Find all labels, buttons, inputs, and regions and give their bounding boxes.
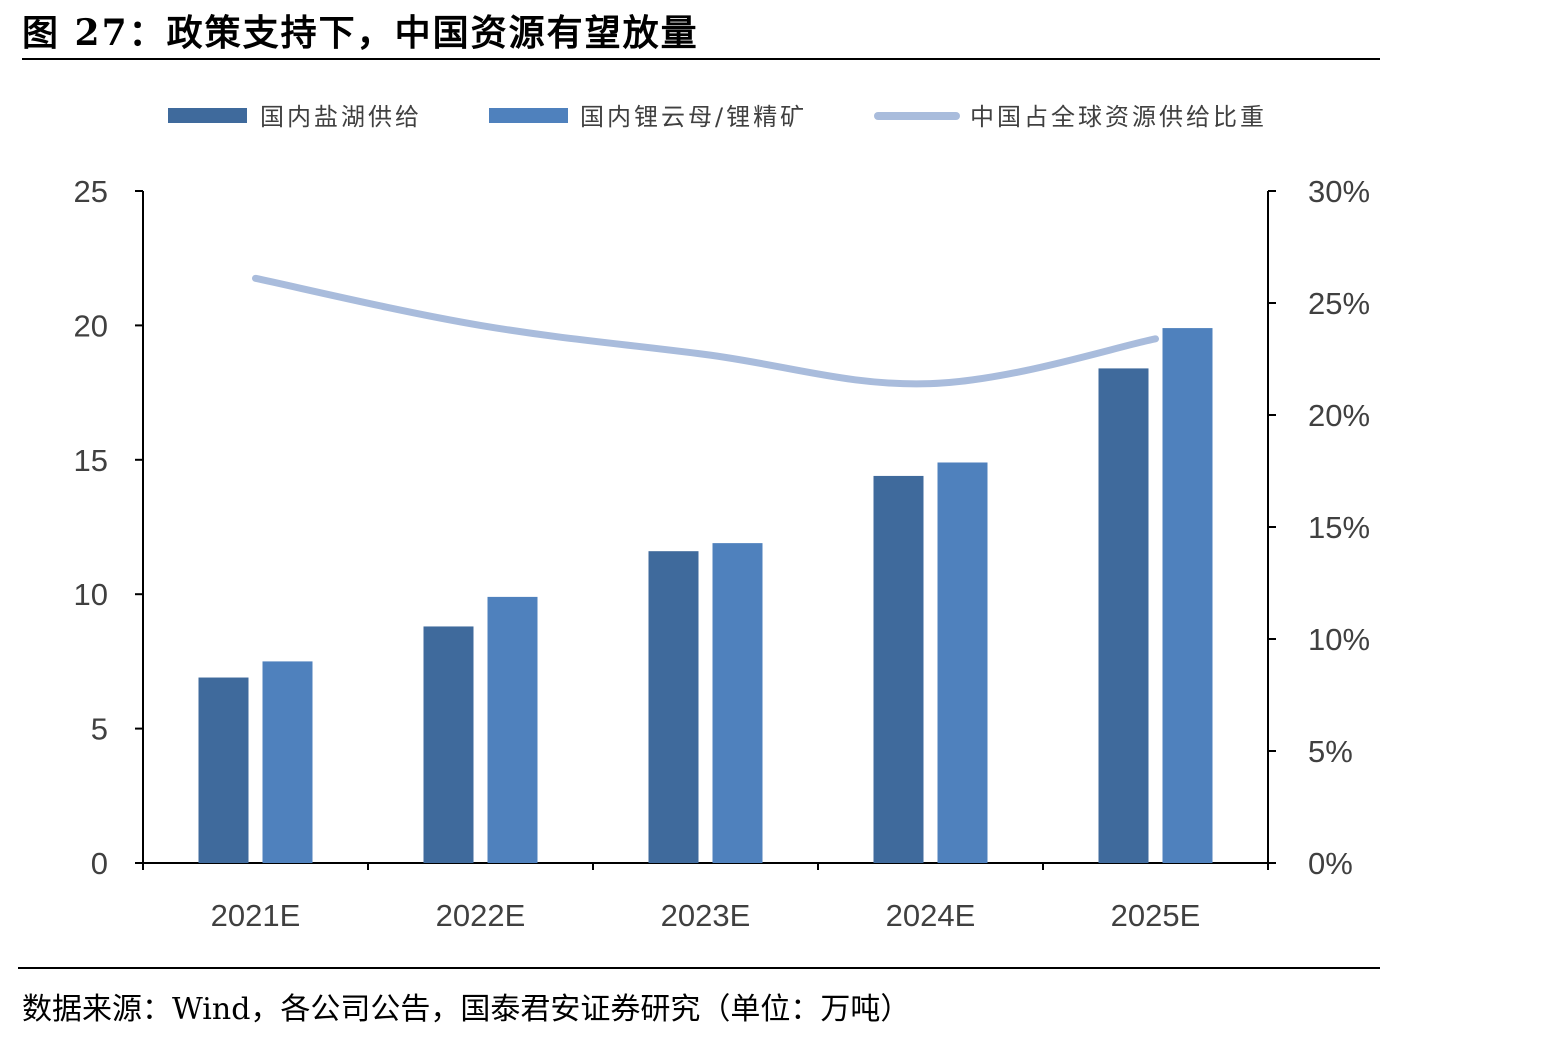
left-tick-label: 25 (74, 174, 108, 209)
tick-labels: 0 5 10 15 20 25 0% 5% 10% 15% 20% 25% 30% 2021E 2022E 2… (74, 174, 1371, 933)
legend-label-2: 中国占全球资源供给比重 (970, 103, 1267, 131)
legend-swatch-0 (168, 108, 247, 123)
bar-salt-lake-2021E (198, 677, 249, 863)
left-tick-label: 10 (74, 577, 108, 612)
x-tick-label: 2025E (1111, 898, 1201, 933)
legend: 国内盐湖供给 国内锂云母/锂精矿 中国占全球资源供给比重 (168, 103, 1267, 131)
axes (135, 190, 1276, 870)
right-tick-label: 0% (1308, 846, 1353, 881)
bar-salt-lake-2024E (873, 475, 924, 863)
left-tick-label: 5 (91, 712, 108, 747)
right-tick-label: 5% (1308, 734, 1353, 769)
line-china-share (252, 274, 1159, 388)
bar-salt-lake-2025E (1098, 368, 1149, 863)
right-tick-label: 30% (1308, 174, 1370, 209)
bar-salt-lake-2023E (648, 551, 699, 863)
title-rule (22, 58, 1380, 60)
left-tick-label: 15 (74, 443, 108, 478)
right-tick-label: 15% (1308, 510, 1370, 545)
bar-lepidolite-2022E (487, 596, 538, 863)
line-series (252, 274, 1159, 388)
figure-title: 图 27：政策支持下，中国资源有望放量 (22, 12, 699, 54)
left-tick-label: 20 (74, 308, 108, 343)
bar-lepidolite-2023E (712, 543, 763, 863)
legend-swatch-1 (489, 108, 568, 123)
x-tick-label: 2023E (661, 898, 751, 933)
left-tick-label: 0 (91, 846, 108, 881)
source-note: 数据来源：Wind，各公司公告，国泰君安证券研究（单位：万吨） (22, 992, 911, 1027)
right-tick-label: 20% (1308, 398, 1370, 433)
x-tick-label: 2021E (211, 898, 301, 933)
source-rule (18, 967, 1380, 969)
bar-salt-lake-2022E (423, 626, 474, 863)
bars (198, 328, 1213, 863)
right-tick-label: 10% (1308, 622, 1370, 657)
legend-label-1: 国内锂云母/锂精矿 (580, 103, 807, 131)
right-tick-label: 25% (1308, 286, 1370, 321)
bar-lepidolite-2025E (1162, 328, 1213, 863)
legend-label-0: 国内盐湖供给 (260, 103, 422, 131)
x-tick-label: 2024E (886, 898, 976, 933)
x-tick-label: 2022E (436, 898, 526, 933)
bar-lepidolite-2024E (937, 462, 988, 863)
bar-lepidolite-2021E (262, 661, 313, 863)
